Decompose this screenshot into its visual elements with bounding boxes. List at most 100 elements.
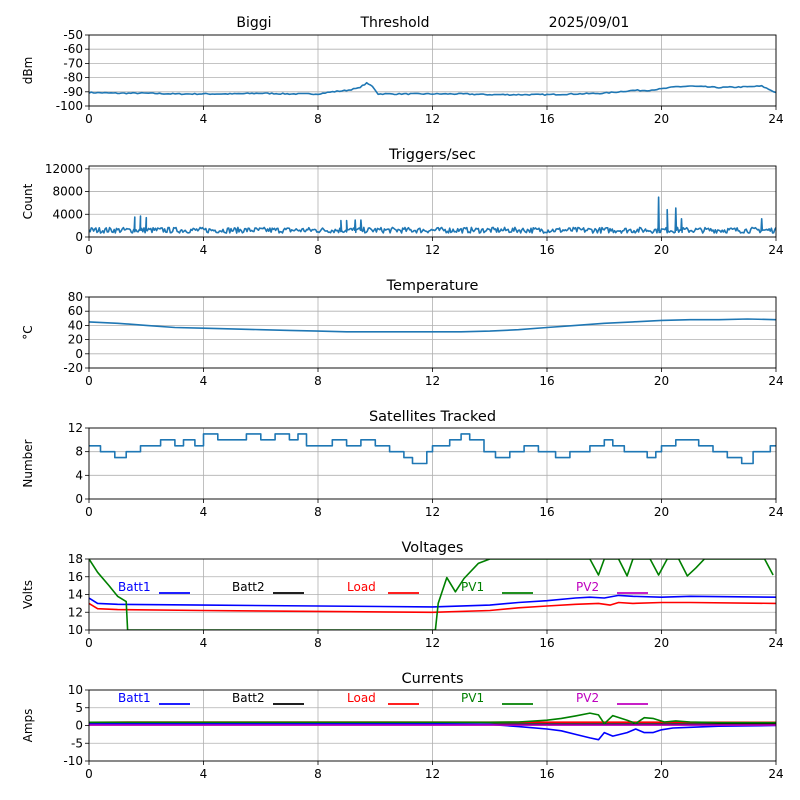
series-group xyxy=(89,81,776,96)
series-group xyxy=(89,196,776,234)
x-tick-label: 4 xyxy=(200,505,208,519)
x-tick-label: 12 xyxy=(425,767,440,781)
x-tick-label: 4 xyxy=(200,767,208,781)
series-group xyxy=(89,712,776,741)
x-tick-label: 24 xyxy=(768,505,783,519)
x-tick-label: 20 xyxy=(654,374,669,388)
legend-label-pv2: PV2 xyxy=(576,580,599,594)
x-tick-label: 20 xyxy=(654,505,669,519)
y-axis-label: dBm xyxy=(21,57,35,85)
y-tick-label: 10 xyxy=(68,623,83,637)
x-tick-label: 8 xyxy=(314,243,322,257)
x-tick-label: 8 xyxy=(314,374,322,388)
x-tick-label: 12 xyxy=(425,112,440,126)
y-tick-label: 80 xyxy=(68,290,83,304)
x-tick-label: 8 xyxy=(314,767,322,781)
x-tick-label: 8 xyxy=(314,636,322,650)
y-tick-label: 4 xyxy=(75,468,83,482)
series-line-batt1 xyxy=(89,722,776,741)
y-tick-label: 18 xyxy=(68,552,83,566)
x-tick-label: 8 xyxy=(314,505,322,519)
y-tick-label: -80 xyxy=(63,71,83,85)
mode-label: Threshold xyxy=(360,15,430,31)
series-line-pv1 xyxy=(89,559,774,630)
plot-frame xyxy=(88,296,777,369)
series-line-pv1 xyxy=(89,712,776,725)
x-tick-label: 20 xyxy=(654,112,669,126)
x-tick-label: 12 xyxy=(425,243,440,257)
x-tick-label: 12 xyxy=(425,636,440,650)
y-tick-label: -100 xyxy=(56,99,83,113)
chart-satellites: Satellites Tracked Number 0 4 8 12 16 20 24 0 4 8 12 xyxy=(21,409,784,519)
x-tick-label: 0 xyxy=(85,767,93,781)
x-tick-label: 0 xyxy=(85,112,93,126)
x-tick-label: 16 xyxy=(539,374,554,388)
series-line-batt1 xyxy=(89,594,776,608)
series-line-triggers xyxy=(89,196,776,234)
series-line-threshold xyxy=(89,81,776,96)
x-tick-label: 12 xyxy=(425,374,440,388)
y-tick-label: 8000 xyxy=(52,185,83,199)
x-tick-label: 16 xyxy=(539,505,554,519)
y-axis-label: Count xyxy=(21,183,35,219)
y-tick-label: 10 xyxy=(68,683,83,697)
legend-label-load: Load xyxy=(347,691,376,705)
x-tick-label: 4 xyxy=(200,374,208,388)
legend-label-pv2: PV2 xyxy=(576,691,599,705)
legend-label-batt1: Batt1 xyxy=(118,580,151,594)
chart-title: Currents xyxy=(401,671,463,687)
plot-frame xyxy=(88,558,777,631)
y-axis-label: Amps xyxy=(21,709,35,743)
x-tick-label: 0 xyxy=(85,243,93,257)
y-tick-label: -90 xyxy=(63,85,83,99)
series-line-load xyxy=(89,601,776,614)
x-tick-label: 20 xyxy=(654,243,669,257)
y-tick-label: -60 xyxy=(63,42,83,56)
y-tick-label: -20 xyxy=(63,361,83,375)
y-tick-label: -5 xyxy=(71,736,83,750)
x-tick-label: 4 xyxy=(200,112,208,126)
x-tick-label: 0 xyxy=(85,374,93,388)
y-axis-label: Volts xyxy=(21,580,35,609)
x-tick-label: 24 xyxy=(768,767,783,781)
x-tick-label: 0 xyxy=(85,505,93,519)
y-tick-label: 5 xyxy=(75,701,83,715)
y-tick-label: 12 xyxy=(68,605,83,619)
series-group xyxy=(89,559,776,630)
chart-title: Satellites Tracked xyxy=(369,409,496,425)
plot-frame xyxy=(88,34,777,107)
plot-frame xyxy=(88,165,777,238)
x-tick-label: 16 xyxy=(539,112,554,126)
y-tick-label: -70 xyxy=(63,56,83,70)
y-tick-label: 12000 xyxy=(45,162,83,176)
x-tick-label: 20 xyxy=(654,767,669,781)
y-tick-label: 12 xyxy=(68,421,83,435)
legend-label-load: Load xyxy=(347,580,376,594)
y-tick-label: 0 xyxy=(75,230,83,244)
chart-title: Temperature xyxy=(386,278,479,294)
y-tick-label: 60 xyxy=(68,304,83,318)
x-tick-label: 24 xyxy=(768,112,783,126)
x-tick-label: 8 xyxy=(314,112,322,126)
y-tick-label: -10 xyxy=(63,754,83,768)
series-group xyxy=(89,433,776,465)
x-tick-label: 4 xyxy=(200,243,208,257)
station-name: Biggi xyxy=(236,15,271,31)
x-tick-label: 12 xyxy=(425,505,440,519)
y-tick-label: -50 xyxy=(63,28,83,42)
plot-frame xyxy=(88,689,777,762)
x-tick-label: 4 xyxy=(200,636,208,650)
legend: Batt1 Batt2 Load PV1 PV2 xyxy=(118,691,648,705)
legend-label-pv1: PV1 xyxy=(461,691,484,705)
chart-title: Voltages xyxy=(402,540,464,556)
chart-triggers: Triggers/sec Count 0 4 8 12 16 20 24 0 4000 8000 120… xyxy=(21,147,784,257)
series-line-satellites xyxy=(89,433,776,465)
y-axis-label: °C xyxy=(21,325,35,339)
y-tick-label: 16 xyxy=(68,570,83,584)
figure-header: Biggi Threshold 2025/09/01 xyxy=(236,15,629,31)
y-axis-label: Number xyxy=(21,439,35,487)
y-tick-label: 0 xyxy=(75,347,83,361)
legend-label-batt1: Batt1 xyxy=(118,691,151,705)
